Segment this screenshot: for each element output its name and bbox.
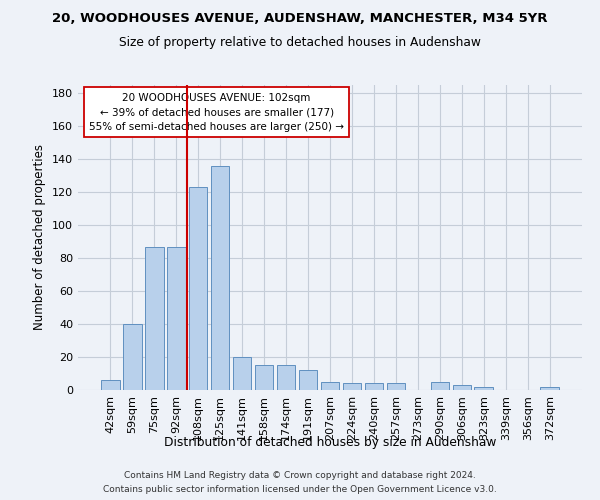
Bar <box>101 380 119 390</box>
Bar <box>255 366 274 390</box>
Text: Contains public sector information licensed under the Open Government Licence v3: Contains public sector information licen… <box>103 486 497 494</box>
Bar <box>277 366 295 390</box>
Y-axis label: Number of detached properties: Number of detached properties <box>34 144 46 330</box>
Bar <box>145 246 164 390</box>
Bar <box>452 385 471 390</box>
Bar <box>167 246 185 390</box>
Bar <box>123 324 142 390</box>
Bar <box>365 384 383 390</box>
Bar <box>211 166 229 390</box>
Bar <box>431 382 449 390</box>
Text: Distribution of detached houses by size in Audenshaw: Distribution of detached houses by size … <box>164 436 496 449</box>
Bar <box>320 382 340 390</box>
Bar <box>189 187 208 390</box>
Bar <box>299 370 317 390</box>
Text: 20, WOODHOUSES AVENUE, AUDENSHAW, MANCHESTER, M34 5YR: 20, WOODHOUSES AVENUE, AUDENSHAW, MANCHE… <box>52 12 548 26</box>
Text: Contains HM Land Registry data © Crown copyright and database right 2024.: Contains HM Land Registry data © Crown c… <box>124 472 476 480</box>
Bar <box>541 386 559 390</box>
Bar <box>475 386 493 390</box>
Text: Size of property relative to detached houses in Audenshaw: Size of property relative to detached ho… <box>119 36 481 49</box>
Bar <box>233 357 251 390</box>
Bar <box>386 384 405 390</box>
Bar <box>343 384 361 390</box>
Text: 20 WOODHOUSES AVENUE: 102sqm
← 39% of detached houses are smaller (177)
55% of s: 20 WOODHOUSES AVENUE: 102sqm ← 39% of de… <box>89 92 344 132</box>
